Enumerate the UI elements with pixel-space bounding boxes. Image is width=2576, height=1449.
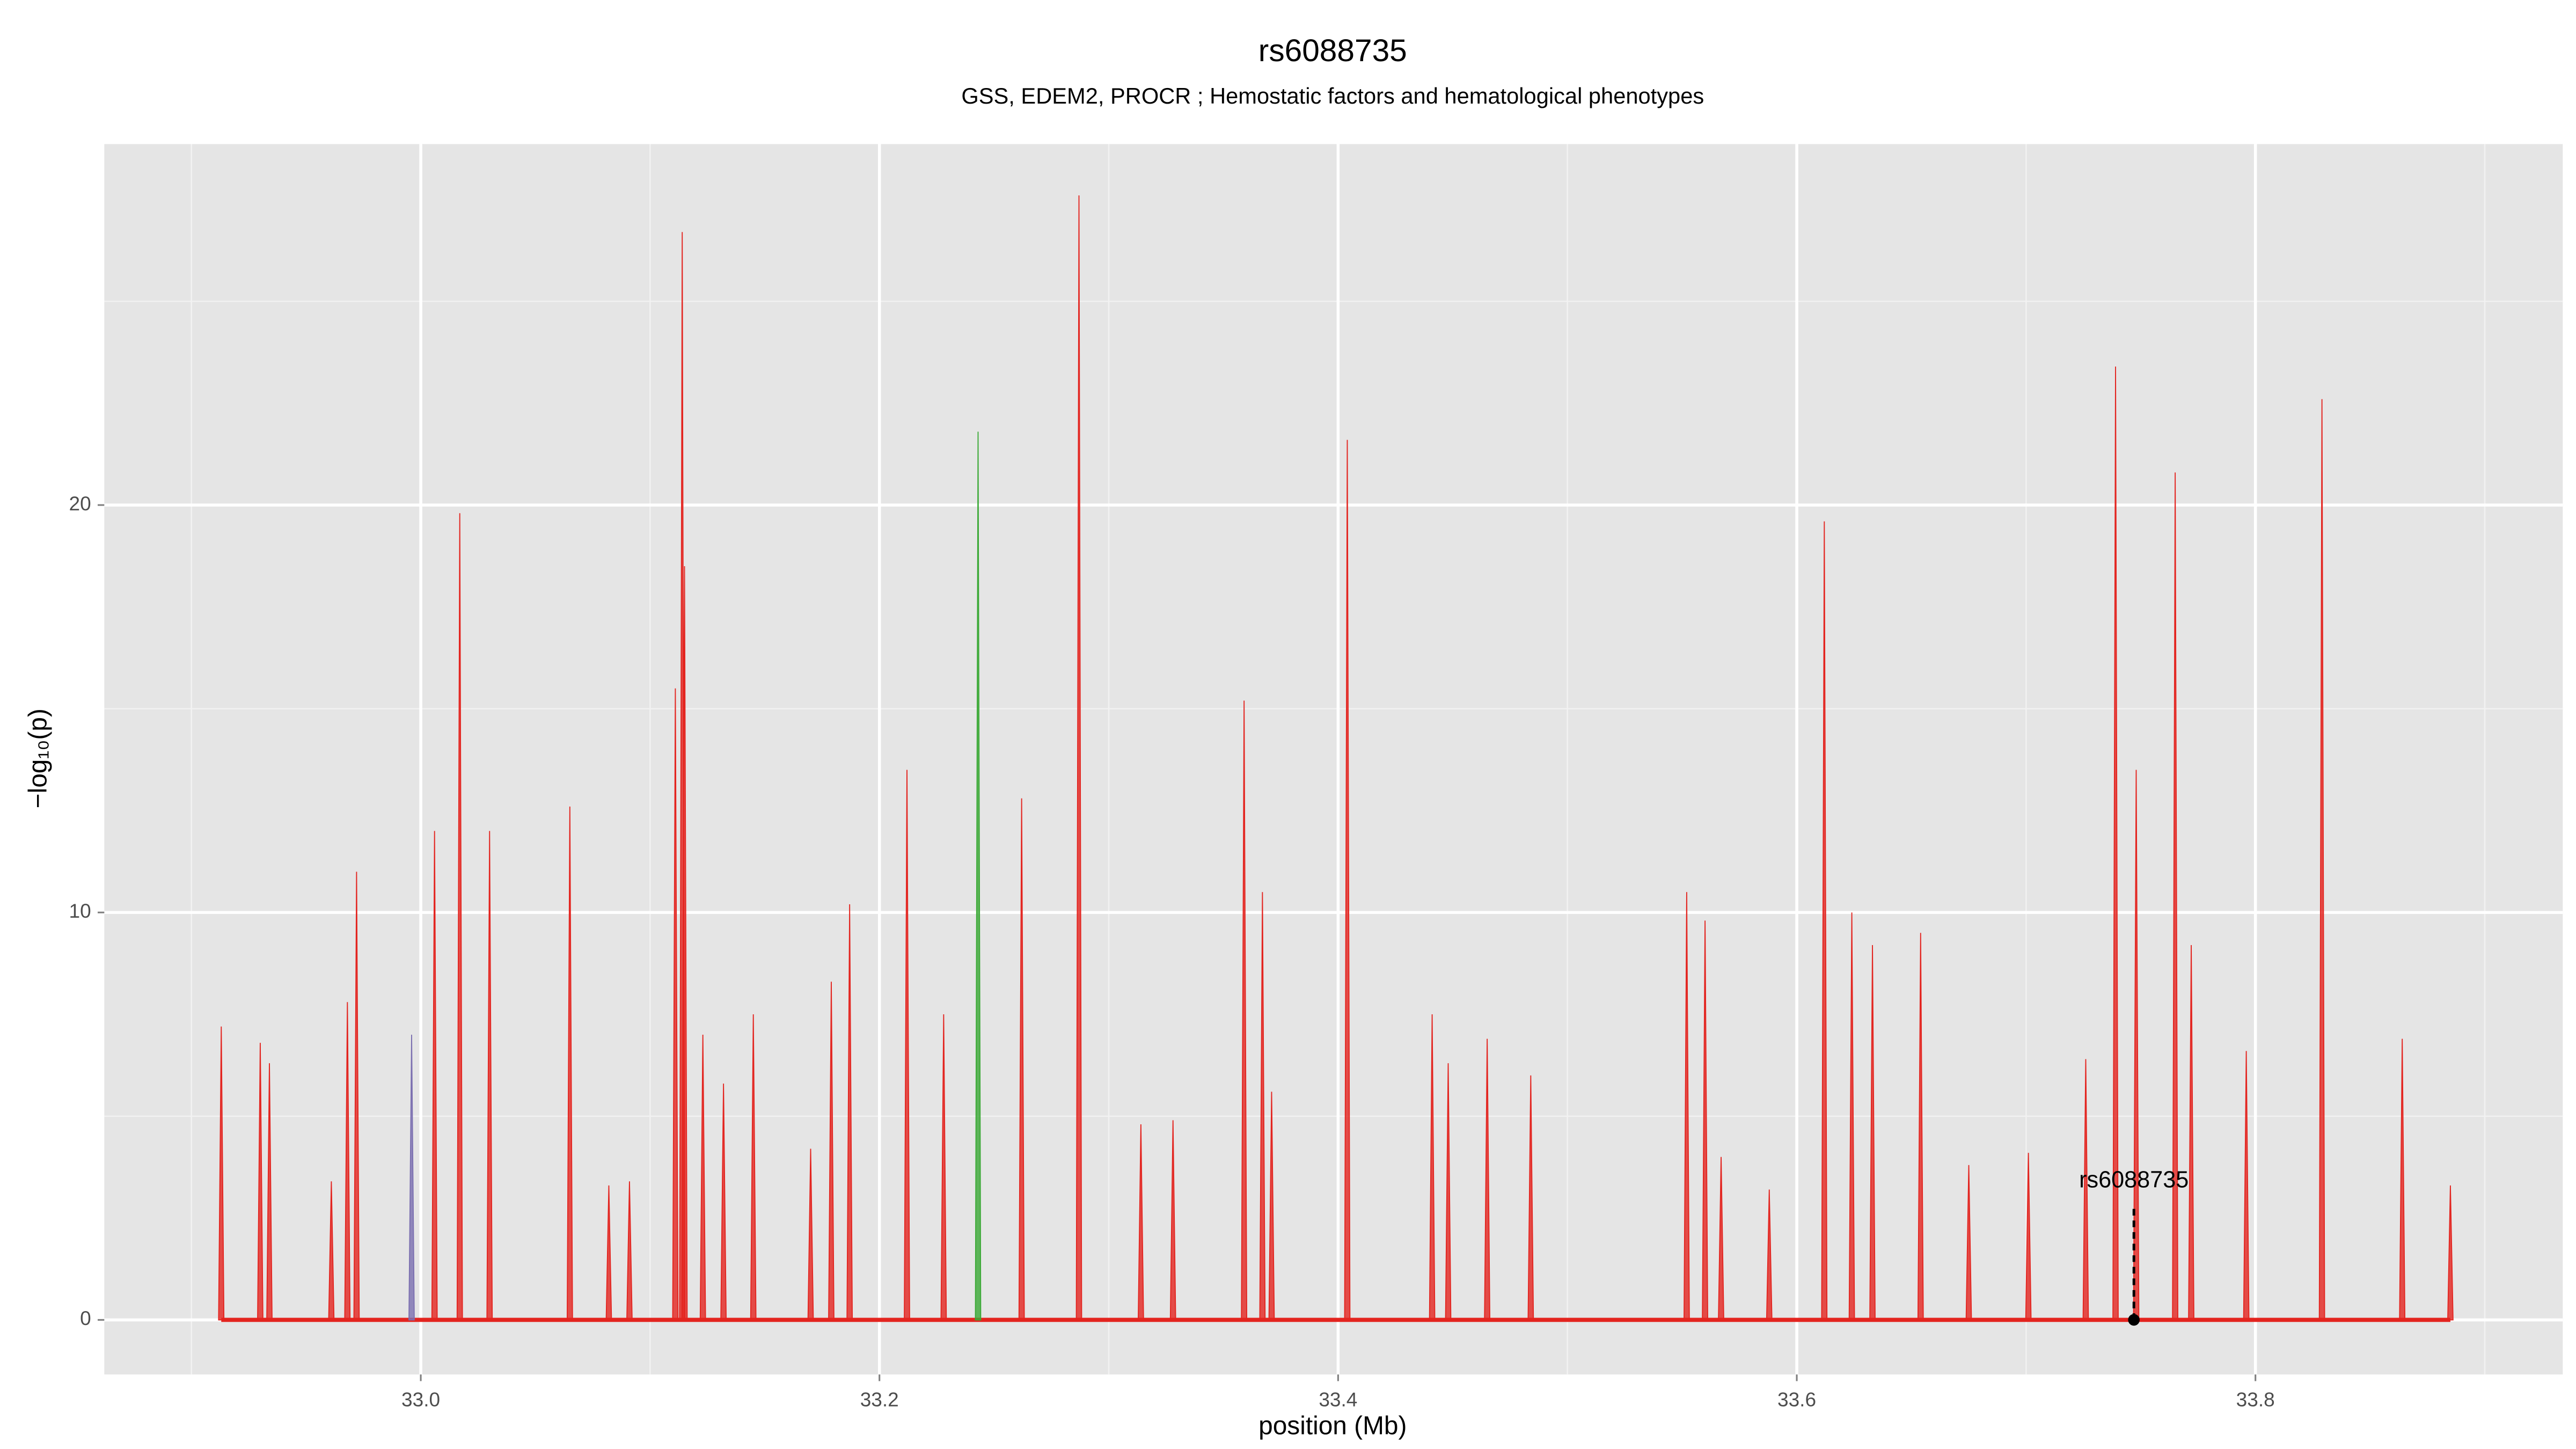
x-axis-label: position (Mb) <box>1258 1412 1407 1440</box>
spike <box>353 872 360 1321</box>
chart-title: rs6088735 <box>1258 33 1407 68</box>
y-tick-label: 0 <box>80 1307 91 1329</box>
spike <box>1527 1075 1534 1321</box>
spike <box>1718 1157 1724 1321</box>
spike <box>681 566 688 1321</box>
spike <box>975 431 982 1321</box>
plot-background <box>104 144 2563 1375</box>
spike <box>1259 892 1266 1321</box>
spike <box>904 770 910 1321</box>
spike <box>2112 366 2119 1321</box>
annotation-point <box>2128 1314 2140 1326</box>
spike <box>807 1148 814 1321</box>
spike <box>2399 1038 2406 1321</box>
series <box>408 1034 415 1321</box>
spike <box>1821 521 1828 1321</box>
x-tick-label: 33.2 <box>860 1388 899 1410</box>
spike <box>1684 892 1690 1321</box>
spike <box>1075 195 1082 1321</box>
x-tick-label: 33.8 <box>2236 1388 2275 1410</box>
spike <box>2082 1059 2089 1321</box>
spike <box>1241 700 1248 1321</box>
spike <box>1344 440 1351 1321</box>
y-tick-label: 20 <box>69 492 91 515</box>
spike <box>456 513 463 1321</box>
spike <box>1169 1120 1176 1321</box>
spike <box>720 1084 727 1321</box>
spike <box>1766 1189 1773 1321</box>
spike <box>486 831 493 1321</box>
spike <box>750 1014 757 1321</box>
spike <box>408 1034 415 1321</box>
spike <box>2025 1153 2032 1321</box>
spike <box>1484 1038 1491 1321</box>
spike <box>2447 1185 2454 1321</box>
spike <box>940 1014 947 1321</box>
spike <box>2318 399 2325 1321</box>
y-tick-label: 10 <box>69 899 91 922</box>
spike <box>266 1063 273 1321</box>
spike <box>1445 1063 1452 1321</box>
spike <box>566 806 573 1321</box>
spike <box>2188 945 2194 1321</box>
series <box>218 195 2454 1322</box>
spike <box>1869 945 1876 1321</box>
x-tick-label: 33.6 <box>1777 1388 1816 1410</box>
spike <box>1429 1014 1436 1321</box>
spike <box>626 1181 633 1321</box>
spike <box>828 982 835 1321</box>
spike <box>218 1026 225 1321</box>
spike <box>1268 1092 1275 1321</box>
spike <box>1848 912 1855 1321</box>
spike <box>2172 472 2178 1321</box>
spike <box>431 831 438 1321</box>
spike <box>1917 933 1924 1321</box>
spike <box>328 1181 335 1321</box>
spike <box>1702 920 1708 1321</box>
spike <box>1018 798 1025 1321</box>
annotation-label: rs6088735 <box>2079 1167 2189 1193</box>
spike <box>257 1043 264 1321</box>
x-tick-label: 33.4 <box>1319 1388 1357 1410</box>
spike <box>1138 1124 1144 1321</box>
x-tick-label: 33.0 <box>401 1388 440 1410</box>
spike <box>1965 1165 1972 1321</box>
spike <box>846 904 853 1321</box>
series <box>975 431 982 1321</box>
chart-subtitle: GSS, EDEM2, PROCR ; Hemostatic factors a… <box>961 83 1704 108</box>
spike <box>344 1002 351 1321</box>
spike <box>672 688 679 1321</box>
y-axis-label: −log₁₀(p) <box>24 708 53 808</box>
spike <box>605 1185 612 1321</box>
spike <box>2243 1051 2250 1321</box>
spike <box>699 1034 706 1321</box>
